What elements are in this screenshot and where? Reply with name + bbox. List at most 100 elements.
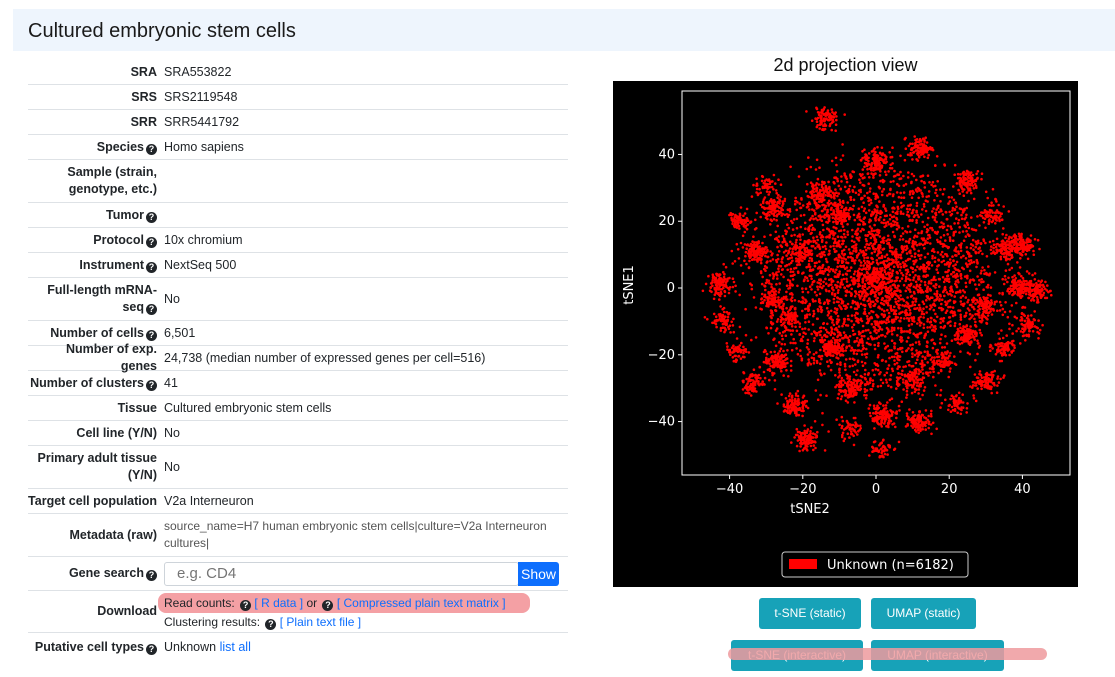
data-point [903, 311, 907, 315]
data-point [849, 423, 852, 427]
cellline-label: Cell line (Y/N) [76, 425, 157, 440]
data-point [802, 297, 805, 300]
gene-search-input[interactable] [164, 561, 519, 586]
data-point [987, 377, 990, 380]
help-icon[interactable]: ? [146, 236, 157, 248]
data-point [724, 283, 727, 287]
data-point [853, 240, 856, 244]
help-icon[interactable]: ? [146, 643, 157, 655]
data-point [899, 154, 902, 158]
data-point [924, 199, 928, 202]
list-all-link[interactable]: list all [219, 639, 251, 654]
data-point [877, 344, 880, 348]
data-point [827, 289, 831, 293]
data-point [802, 213, 806, 217]
data-point [909, 142, 912, 146]
help-icon[interactable]: ? [265, 618, 277, 630]
data-point [837, 259, 841, 262]
data-point [778, 282, 781, 285]
data-point [800, 435, 803, 439]
data-point [852, 204, 855, 208]
data-point [782, 251, 786, 254]
data-point [921, 143, 924, 146]
data-point [971, 244, 975, 247]
data-point [943, 263, 947, 266]
data-point [827, 331, 831, 335]
help-icon[interactable]: ? [146, 329, 157, 341]
data-point [939, 406, 942, 409]
data-point [890, 333, 894, 336]
help-icon[interactable]: ? [146, 261, 157, 273]
data-point [769, 364, 772, 368]
data-point [912, 290, 916, 294]
data-point [881, 281, 885, 284]
data-point [992, 246, 995, 250]
help-icon[interactable]: ? [240, 599, 252, 611]
r-data-link[interactable]: [ R data ] [254, 595, 304, 610]
data-point [989, 349, 992, 353]
data-point [982, 376, 986, 379]
data-point [972, 296, 976, 300]
data-point [985, 373, 988, 376]
compressed-matrix-link[interactable]: [ Compressed plain text matrix ] [336, 595, 506, 610]
data-point [995, 237, 999, 241]
data-point [951, 239, 955, 242]
plain-text-link[interactable]: [ Plain text file ] [279, 614, 362, 629]
data-point [947, 269, 950, 272]
data-point [812, 280, 816, 283]
data-point [883, 265, 887, 269]
help-icon[interactable]: ? [146, 570, 157, 581]
data-point [882, 455, 885, 459]
data-point [1041, 283, 1045, 287]
data-point [943, 346, 947, 349]
data-point [860, 268, 864, 271]
data-point [838, 339, 842, 343]
data-point [822, 191, 826, 195]
data-point [815, 202, 818, 205]
data-point [777, 235, 781, 238]
data-point [925, 340, 929, 344]
data-point [918, 324, 922, 327]
data-point [872, 176, 875, 179]
data-point [883, 409, 886, 413]
data-point [785, 230, 788, 233]
data-point [796, 352, 800, 356]
clustering-label: Clustering results: [164, 614, 261, 629]
data-point [711, 279, 714, 282]
help-icon[interactable]: ? [146, 143, 157, 155]
data-point [916, 151, 920, 155]
help-icon[interactable]: ? [146, 379, 157, 391]
data-point [906, 225, 910, 228]
data-point [911, 426, 915, 429]
data-point [853, 314, 857, 317]
data-point [1017, 327, 1020, 330]
data-point [880, 441, 883, 445]
data-point [936, 206, 940, 209]
data-point [835, 118, 838, 122]
row-fulllength: Full-length mRNA-seq? No [28, 278, 568, 321]
data-point [803, 424, 806, 427]
data-point [730, 320, 733, 324]
data-point [812, 194, 816, 198]
help-icon[interactable]: ? [146, 211, 157, 223]
help-icon[interactable]: ? [146, 304, 157, 315]
data-point [860, 353, 864, 356]
srr-label: SRR [130, 114, 157, 129]
show-button[interactable]: Show [518, 561, 560, 586]
data-point [794, 266, 798, 270]
data-point [795, 347, 798, 350]
data-point [827, 364, 830, 368]
data-point [889, 222, 893, 226]
data-point [961, 401, 965, 404]
data-point [813, 187, 816, 191]
data-point [1003, 252, 1006, 255]
data-point [1006, 341, 1010, 344]
help-icon[interactable]: ? [322, 599, 334, 611]
data-point [897, 184, 901, 188]
data-point [912, 332, 915, 335]
data-point [882, 221, 885, 225]
data-point [901, 310, 904, 314]
data-point [884, 155, 887, 158]
data-point [728, 276, 731, 280]
data-point [712, 297, 716, 301]
